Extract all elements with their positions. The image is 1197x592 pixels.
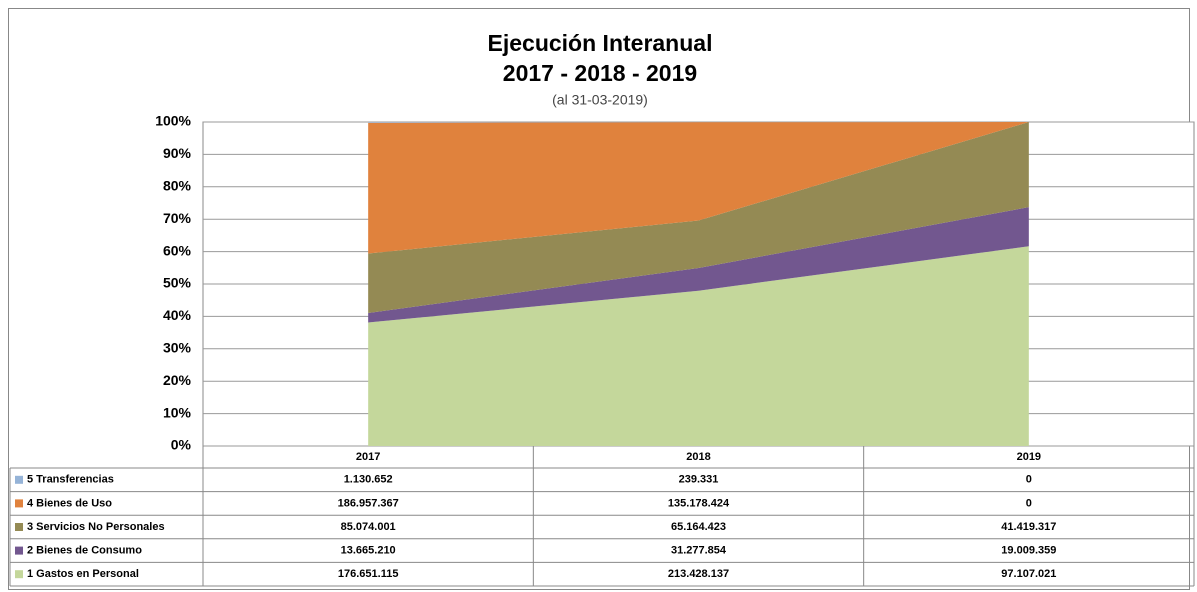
table-value: 0 bbox=[1026, 497, 1032, 509]
y-tick-label: 70% bbox=[163, 210, 192, 226]
legend-label: 4 Bienes de Uso bbox=[27, 497, 112, 509]
area bbox=[368, 246, 1029, 446]
y-tick-label: 40% bbox=[163, 307, 192, 323]
y-tick-label: 30% bbox=[163, 340, 192, 356]
y-tick-label: 0% bbox=[171, 437, 192, 453]
y-tick-label: 80% bbox=[163, 178, 192, 194]
table-value: 13.665.210 bbox=[341, 545, 396, 557]
legend-swatch bbox=[15, 523, 23, 531]
table-value: 176.651.115 bbox=[338, 568, 399, 580]
table-value: 41.419.317 bbox=[1001, 521, 1056, 533]
table-value: 239.331 bbox=[679, 474, 719, 486]
table-value: 19.009.359 bbox=[1001, 545, 1056, 557]
legend-swatch bbox=[15, 546, 23, 555]
table-value: 0 bbox=[1026, 474, 1032, 486]
legend-label: 5 Transferencias bbox=[27, 474, 114, 486]
x-tick-label: 2017 bbox=[356, 451, 380, 463]
chart-note: (al 31-03-2019) bbox=[552, 92, 648, 108]
area bbox=[368, 122, 1029, 313]
table-value: 186.957.367 bbox=[338, 497, 399, 509]
chart-subtitle: 2017 - 2018 - 2019 bbox=[503, 60, 697, 86]
table-value: 1.130.652 bbox=[344, 474, 393, 486]
x-tick-label: 2018 bbox=[686, 451, 710, 463]
y-tick-label: 90% bbox=[163, 145, 192, 161]
y-tick-label: 60% bbox=[163, 242, 192, 258]
y-tick-label: 10% bbox=[163, 404, 192, 420]
x-tick-label: 2019 bbox=[1017, 451, 1041, 463]
table-value: 85.074.001 bbox=[341, 521, 396, 533]
area bbox=[368, 122, 1029, 123]
area bbox=[368, 122, 1029, 254]
legend-swatch bbox=[15, 570, 23, 579]
legend-label: 1 Gastos en Personal bbox=[27, 568, 139, 580]
legend-label: 2 Bienes de Consumo bbox=[27, 545, 142, 557]
y-tick-label: 50% bbox=[163, 275, 192, 291]
table-value: 213.428.137 bbox=[668, 568, 729, 580]
y-tick-label: 100% bbox=[155, 113, 191, 129]
chart-title: Ejecución Interanual bbox=[488, 30, 713, 56]
table-value: 135.178.424 bbox=[668, 497, 730, 509]
table-value: 65.164.423 bbox=[671, 521, 726, 533]
legend-label: 3 Servicios No Personales bbox=[27, 521, 165, 533]
y-tick-label: 20% bbox=[163, 372, 192, 388]
table-value: 31.277.854 bbox=[671, 545, 727, 557]
legend-swatch bbox=[15, 499, 23, 508]
area bbox=[368, 207, 1029, 323]
table-value: 97.107.021 bbox=[1001, 568, 1056, 580]
legend-swatch bbox=[15, 475, 23, 484]
